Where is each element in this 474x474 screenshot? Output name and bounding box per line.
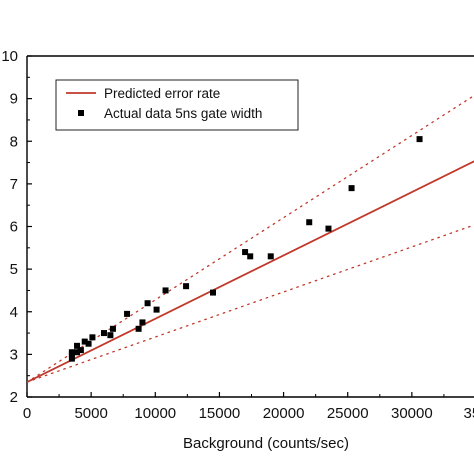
y-tick-label: 6	[10, 219, 18, 236]
data-point	[109, 325, 116, 332]
data-point	[74, 342, 81, 349]
x-tick-label: 10000	[134, 405, 176, 422]
data-point	[153, 306, 160, 313]
x-tick-label: 0	[23, 405, 31, 422]
data-point	[416, 136, 423, 143]
data-point	[124, 310, 131, 317]
lower-bound-dotted-line	[27, 224, 474, 383]
y-tick-label: 8	[10, 133, 18, 150]
data-point	[74, 349, 81, 356]
x-axis-title: Background (counts/sec)	[183, 435, 349, 452]
data-point	[139, 319, 146, 326]
data-point	[107, 332, 114, 339]
data-point	[348, 185, 355, 192]
data-point	[77, 347, 84, 354]
data-point	[247, 253, 254, 260]
data-point	[325, 225, 332, 232]
data-point	[68, 355, 75, 362]
y-tick-label: 2	[10, 389, 18, 406]
x-tick-label: 350	[463, 405, 474, 422]
data-point	[210, 289, 217, 296]
x-tick-label: 15000	[199, 405, 241, 422]
data-point	[162, 287, 169, 294]
x-axis-ticks: 0 5000 10000 15000 20000 25000 30000 350	[23, 392, 474, 422]
data-point	[100, 330, 107, 337]
data-point	[242, 249, 249, 256]
data-point	[306, 219, 313, 226]
data-point	[267, 253, 274, 260]
data-point	[68, 349, 75, 356]
series-layer	[27, 94, 474, 383]
x-tick-label: 25000	[327, 405, 369, 422]
x-tick-label: 30000	[391, 405, 433, 422]
data-point	[81, 338, 88, 345]
y-tick-label: 5	[10, 261, 18, 278]
data-point	[183, 283, 190, 290]
x-tick-label: 20000	[263, 405, 305, 422]
data-point	[89, 334, 96, 341]
y-axis-ticks: 2 3 4 5 6 7 8 9 10	[1, 48, 32, 406]
data-point	[144, 300, 151, 307]
predicted-error-rate-line	[27, 160, 474, 383]
y-tick-label: 4	[10, 304, 18, 321]
legend: Predicted error rate Actual data 5ns gate…	[55, 79, 299, 131]
upper-bound-dotted-line	[27, 94, 474, 383]
legend-square-swatch	[78, 110, 84, 116]
y-tick-label: 7	[10, 176, 18, 193]
y-tick-label: 3	[10, 346, 18, 363]
data-point	[135, 325, 142, 332]
x-tick-label: 5000	[74, 405, 107, 422]
y-tick-label: 10	[1, 48, 18, 65]
legend-label: Actual data 5ns gate width	[104, 106, 262, 121]
legend-label: Predicted error rate	[104, 86, 220, 101]
data-point	[85, 340, 92, 347]
y-tick-label: 9	[10, 91, 18, 108]
legend-box	[55, 79, 299, 131]
